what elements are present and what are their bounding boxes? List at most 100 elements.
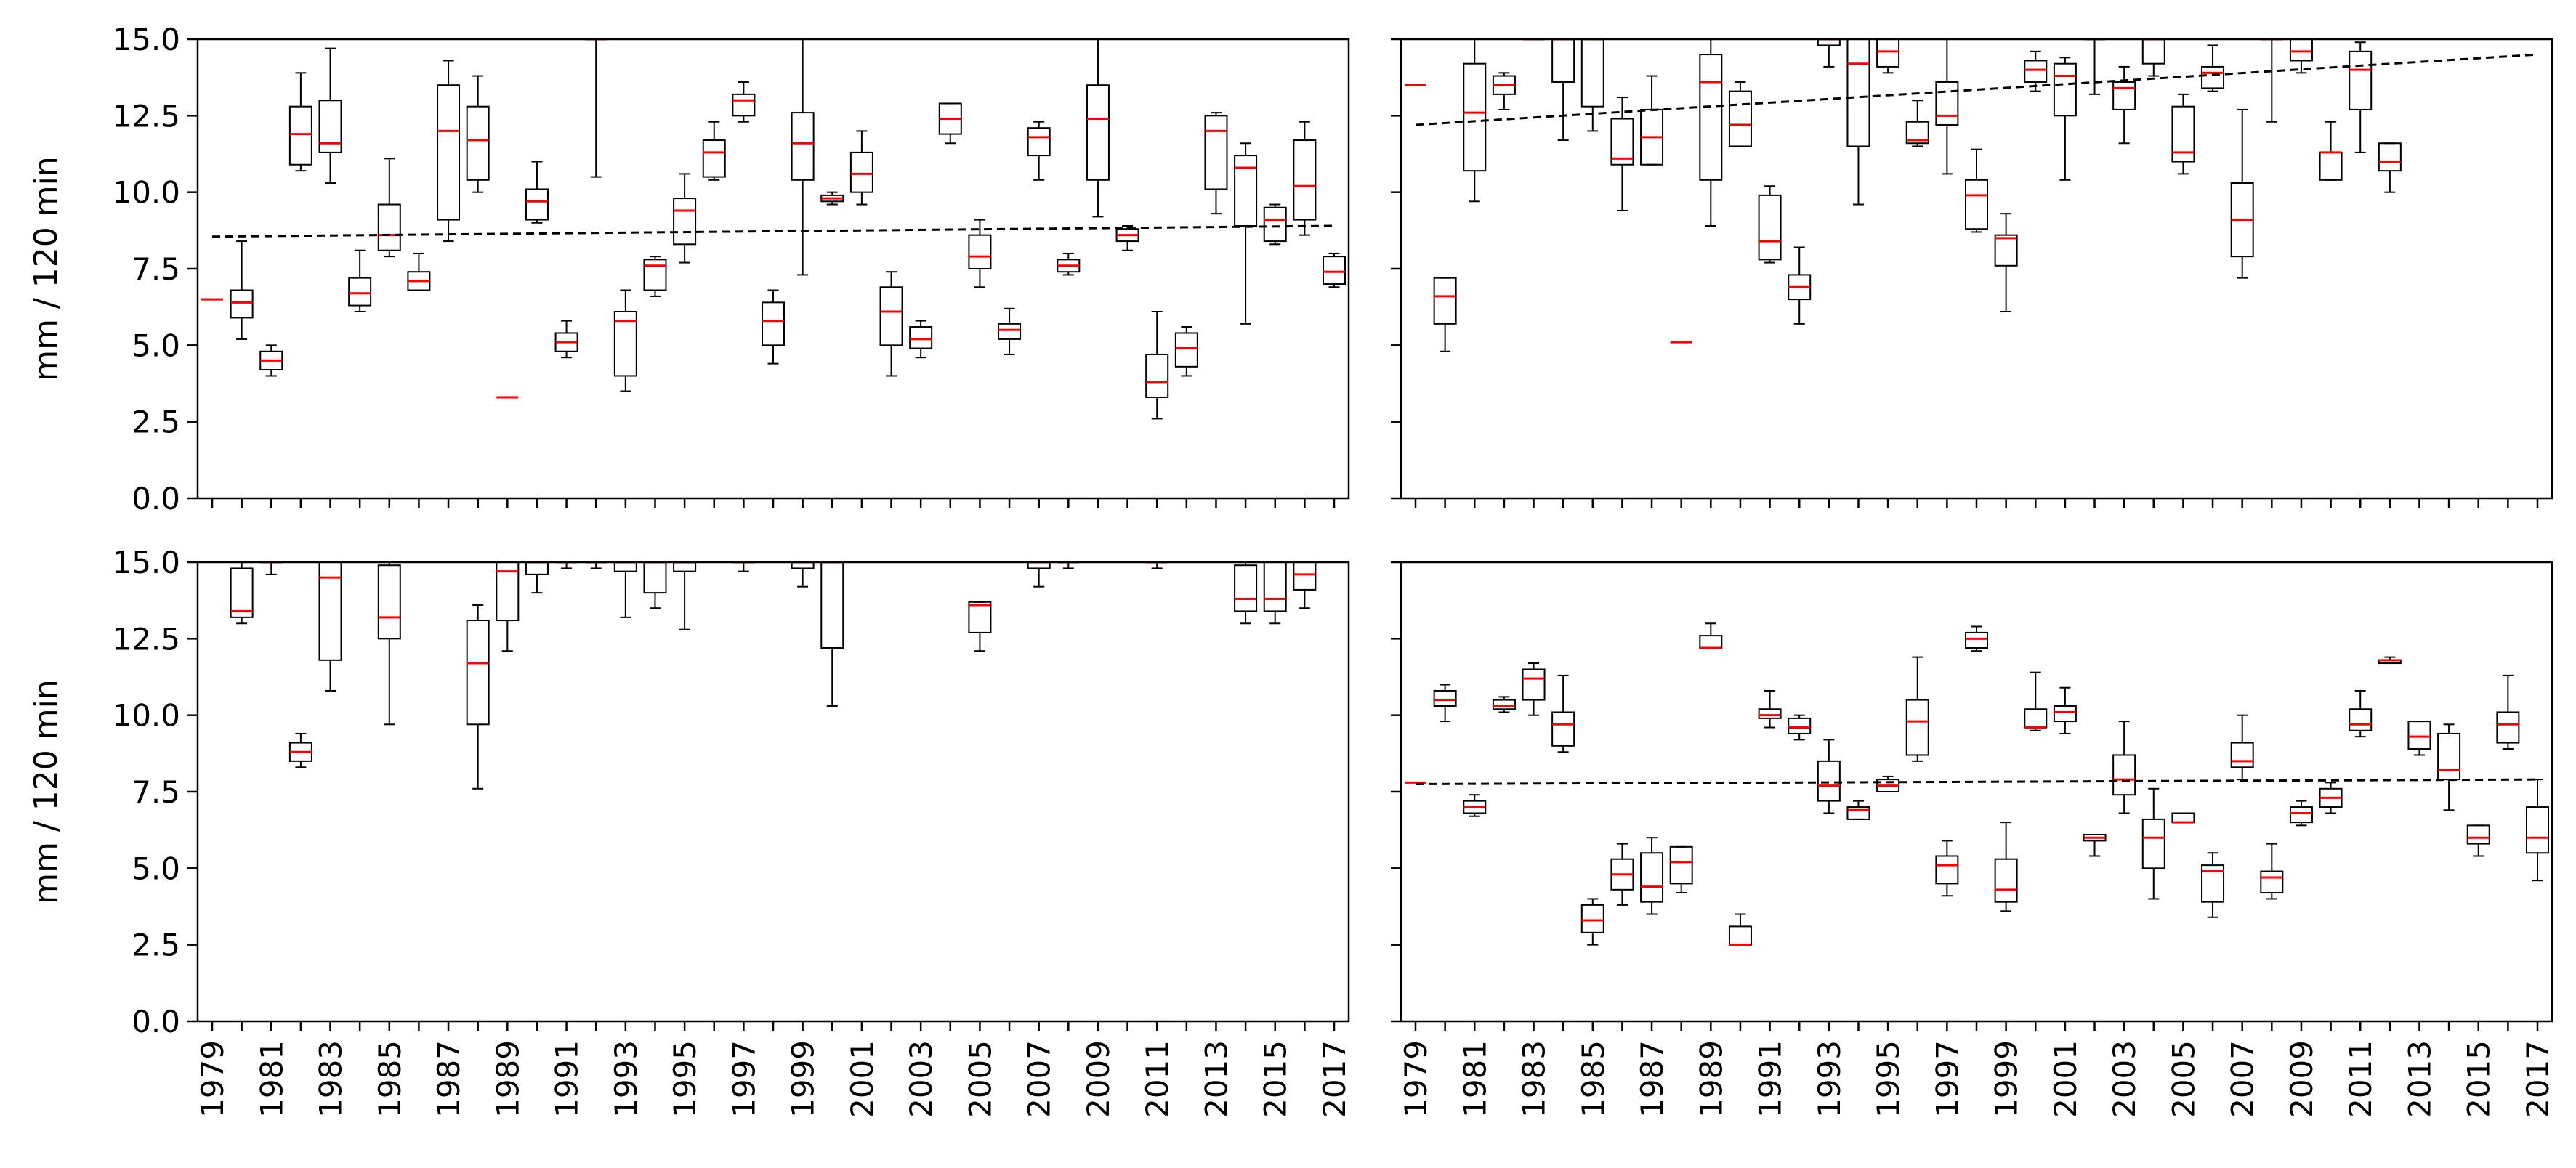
iqr-box [1580,904,1604,933]
iqr-box [1994,234,2018,267]
box-2002 [879,271,903,377]
box-1980 [1433,684,1457,723]
box-2001 [2053,57,2077,181]
y-tick-label: 2.5 [132,928,180,963]
box-1982 [1492,696,1516,713]
y-tick-label: 5.0 [132,328,180,363]
panel-bottom-left: 0.0 2.5 5.0 7.5 10.0 12.5 15.0 1979 1981 1983 1985… [112,545,1352,1118]
x-tick-label: 1997 [1929,1040,1965,1118]
y-tick-label: 0.0 [132,1004,180,1039]
box-1993 [1817,39,1841,68]
x-tick-label: 1995 [667,1040,703,1118]
box-2009 [2289,39,2313,74]
x-tick-label: 1987 [431,1040,467,1118]
iqr-box [1263,206,1287,243]
iqr-box [643,259,667,291]
y-tick-label: 12.5 [112,621,180,657]
iqr-box [732,93,756,117]
box-2001 [2053,686,2077,734]
iqr-box [1174,332,1198,368]
box-1998 [1965,625,1988,652]
iqr-box [1728,90,1752,147]
box-2001 [849,130,873,206]
box-2014 [1234,562,1258,625]
x-tick-label: 1979 [1398,1040,1434,1118]
iqr-box [762,301,785,346]
box-1995 [1876,775,1900,792]
iqr-box [849,151,873,193]
iqr-box [2053,62,2077,117]
x-tick-label: 1981 [1457,1040,1493,1118]
box-1999 [1994,822,2018,912]
x-tick-label: 2001 [2048,1040,2083,1118]
box-1981 [259,344,283,377]
iqr-box [1492,699,1516,710]
iqr-box [791,112,815,181]
x-tick-label: 1995 [1870,1040,1906,1118]
x-tick-label: 2017 [1317,1040,1352,1118]
box-1991 [1758,185,1782,264]
box-1994 [1846,800,1870,820]
box-1987 [437,60,461,243]
box-1991 [554,320,578,359]
iqr-box [1817,760,1841,802]
iqr-box [2349,50,2373,110]
box-1989 [1699,622,1723,649]
box-2010 [2319,782,2343,814]
trend-line [1415,778,2538,785]
iqr-box [1846,39,1870,147]
iqr-box [2201,864,2225,903]
iqr-box [2349,708,2373,731]
box-2003 [909,320,933,359]
x-tick-label: 2013 [1198,1040,1234,1118]
x-tick-label: 2005 [2165,1040,2201,1118]
box-1984 [1551,674,1575,753]
box-2015 [2466,824,2490,857]
iqr-box [673,198,697,246]
box-2003 [2112,721,2136,814]
iqr-box [1905,121,1929,145]
box-1999 [791,562,815,588]
box-1982 [288,732,312,768]
x-tick-label: 2009 [2284,1040,2319,1118]
iqr-box [1758,708,1782,719]
box-1993 [613,289,637,392]
iqr-box [2289,39,2313,62]
box-2012 [2378,142,2402,193]
iqr-box [1965,631,1988,649]
iqr-box [968,601,992,633]
iqr-box [525,562,549,575]
iqr-box [1758,194,1782,261]
box-2007 [1027,121,1051,181]
box-1981 [260,562,283,575]
box-1997 [1935,39,1959,175]
x-tick-label: 1985 [372,1040,408,1118]
box-2003 [2112,65,2136,145]
iqr-box [1669,845,1693,885]
x-tick-label: 1979 [195,1040,230,1118]
iqr-box [1293,139,1317,221]
iqr-box [2289,806,2313,824]
box-2006 [2201,852,2225,918]
box-1986 [407,252,431,291]
box-1993 [1817,739,1841,814]
x-tick-label: 2015 [2461,1040,2497,1118]
box-1985 [1580,898,1604,946]
box-2004 [2141,39,2165,77]
box-2000 [2024,671,2048,731]
box-1991 [555,562,578,569]
axes-frame [1400,561,2553,1023]
iqr-box [2141,818,2165,869]
box-2008 [2261,39,2283,123]
box-1994 [1846,39,1870,206]
iqr-box [2260,870,2284,894]
iqr-box [1610,118,1634,166]
box-2009 [2289,800,2313,827]
x-tick-label: 2005 [962,1040,998,1118]
x-tick-label: 1981 [254,1040,289,1118]
box-1989 [496,562,520,652]
iqr-box [1323,256,1346,285]
iqr-box [230,289,254,319]
box-2012 [2378,656,2402,665]
